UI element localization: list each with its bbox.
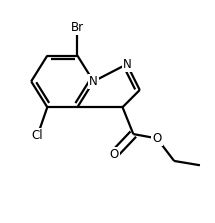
Text: N: N — [89, 75, 98, 88]
Text: O: O — [152, 132, 162, 145]
Text: Br: Br — [71, 21, 84, 34]
Text: Cl: Cl — [32, 129, 43, 142]
Text: N: N — [123, 58, 131, 71]
Text: O: O — [109, 148, 119, 161]
